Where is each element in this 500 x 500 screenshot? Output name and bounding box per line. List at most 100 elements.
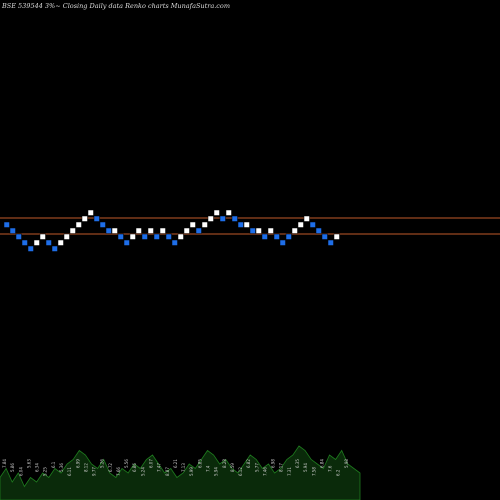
volume-label: 7.66 [116, 467, 121, 476]
renko-brick [105, 227, 112, 234]
volume-label: 8.28 [222, 459, 227, 468]
renko-brick [273, 233, 280, 240]
volume-label: 6.11 [67, 467, 72, 476]
volume-label: 5.36 [59, 463, 64, 472]
renko-brick [285, 233, 292, 240]
renko-brick [3, 221, 10, 228]
volume-label: 5.94 [214, 467, 219, 476]
volume-label: 6.12 [238, 467, 243, 476]
volume-label: 5.56 [124, 459, 129, 468]
renko-brick [33, 239, 40, 246]
volume-label: 5.77 [254, 463, 259, 472]
volume-label: 5.24 [140, 467, 145, 476]
volume-label: 6.2 [336, 469, 341, 476]
volume-label: 6.04 [18, 467, 23, 476]
renko-brick [195, 227, 202, 234]
renko-brick [15, 233, 22, 240]
volume-label: 5.63 [26, 459, 31, 468]
renko-brick [75, 221, 82, 228]
renko-brick [201, 221, 208, 228]
volume-label: 8.87 [165, 467, 170, 476]
renko-brick [297, 221, 304, 228]
renko-brick [255, 227, 262, 234]
volume-label: 6.35 [295, 459, 300, 468]
volume-label: 6.85 [197, 459, 202, 468]
renko-brick [249, 227, 256, 234]
volume-label: 6.98 [271, 459, 276, 468]
volume-label: 8.17 [279, 463, 284, 472]
renko-brick [147, 227, 154, 234]
volume-label: 6.99 [75, 459, 80, 468]
volume-label: 6.72 [108, 463, 113, 472]
renko-brick [219, 215, 226, 222]
renko-brick [207, 215, 214, 222]
renko-brick [321, 233, 328, 240]
renko-brick [225, 209, 232, 216]
renko-brick [63, 233, 70, 240]
volume-label: 7.46 [262, 467, 267, 476]
renko-brick [27, 245, 34, 252]
renko-brick [171, 239, 178, 246]
renko-brick [81, 215, 88, 222]
renko-brick [237, 221, 244, 228]
renko-brick [165, 233, 172, 240]
renko-brick [57, 239, 64, 246]
renko-brick [291, 227, 298, 234]
volume-label: 6.84 [319, 459, 324, 468]
renko-brick [159, 227, 166, 234]
volume-label: 5.98 [344, 459, 349, 468]
renko-brick [243, 221, 250, 228]
renko-brick [333, 233, 340, 240]
volume-label: 7.58 [311, 467, 316, 476]
volume-label: 5.94 [303, 463, 308, 472]
renko-brick [153, 233, 160, 240]
renko-brick [189, 221, 196, 228]
renko-brick [93, 215, 100, 222]
renko-brick [117, 233, 124, 240]
renko-brick [99, 221, 106, 228]
volume-label: 7.6 [328, 465, 333, 472]
renko-brick [327, 239, 334, 246]
renko-brick [69, 227, 76, 234]
volume-label: 6.86 [132, 463, 137, 472]
renko-brick [129, 233, 136, 240]
volume-label: 5.25 [43, 467, 48, 476]
renko-brick [315, 227, 322, 234]
renko-brick [45, 239, 52, 246]
chart-title: BSE 539544 3%~ Closing Daily data Renko … [2, 2, 230, 10]
volume-label: 5.86 [10, 463, 15, 472]
volume-label: 7.31 [287, 467, 292, 476]
renko-brick [177, 233, 184, 240]
renko-brick [261, 233, 268, 240]
volume-label: 7.4 [205, 465, 210, 472]
volume-label: 5.26 [100, 459, 105, 468]
renko-brick [123, 239, 130, 246]
renko-brick [39, 233, 46, 240]
volume-label: 6.82 [246, 459, 251, 468]
renko-brick [9, 227, 16, 234]
volume-label: 6.21 [173, 459, 178, 468]
volume-label: 6.34 [35, 463, 40, 472]
renko-brick [267, 227, 274, 234]
volume-label: 7.47 [157, 463, 162, 472]
renko-brick [213, 209, 220, 216]
renko-brick [111, 227, 118, 234]
volume-label: 9.77 [92, 467, 97, 476]
volume-label: 8.12 [83, 463, 88, 472]
renko-brick [135, 227, 142, 234]
volume-label: 7.84 [2, 459, 7, 468]
volume-label: 8.59 [230, 463, 235, 472]
renko-brick [183, 227, 190, 234]
renko-brick [87, 209, 94, 216]
renko-brick [141, 233, 148, 240]
volume-label: 5.99 [189, 467, 194, 476]
volume-label: 6.07 [149, 459, 154, 468]
renko-brick [51, 245, 58, 252]
renko-brick [309, 221, 316, 228]
renko-brick [303, 215, 310, 222]
volume-area [0, 445, 361, 500]
renko-brick [279, 239, 286, 246]
renko-brick [231, 215, 238, 222]
